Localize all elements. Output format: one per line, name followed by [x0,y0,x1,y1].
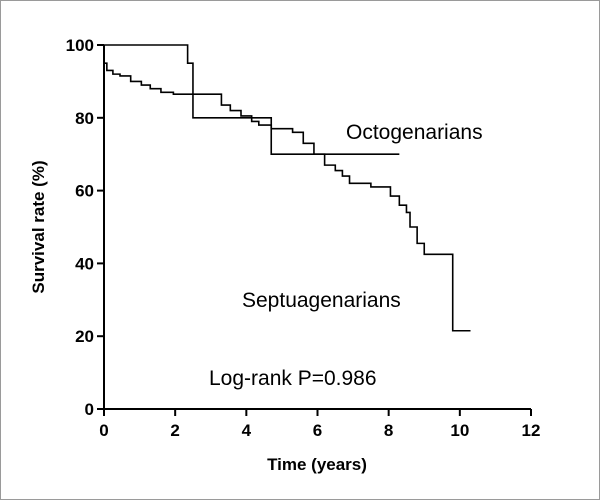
y-tick-label-0: 0 [85,400,94,419]
x-axis-title: Time (years) [267,455,367,474]
ticks-group [97,44,532,416]
x-tick-label-1: 2 [170,421,179,440]
series-line-octogenarians [104,44,400,155]
x-tick-label-3: 6 [313,421,322,440]
y-tick-label-3: 60 [75,182,94,201]
y-tick-label-5: 100 [66,36,94,55]
x-tick-label-6: 12 [522,421,541,440]
y-tick-label-4: 80 [75,109,94,128]
x-tick-label-4: 8 [384,421,393,440]
y-axis-title: Survival rate (%) [29,160,48,293]
series-line-septuagenarians [104,62,471,332]
curves-group [104,44,471,332]
x-tick-label-0: 0 [99,421,108,440]
septuagenarians-label: Septuagenarians [242,289,401,312]
tick-labels-group: 0 2 4 6 8 10 12 0 20 40 60 80 100 [66,36,541,440]
y-tick-label-2: 40 [75,254,94,273]
x-tick-label-2: 4 [242,421,252,440]
log-rank-annotation: Log-rank P=0.986 [209,367,377,390]
y-tick-label-1: 20 [75,327,94,346]
octogenarians-label: Octogenarians [346,121,483,144]
x-tick-label-5: 10 [450,421,469,440]
